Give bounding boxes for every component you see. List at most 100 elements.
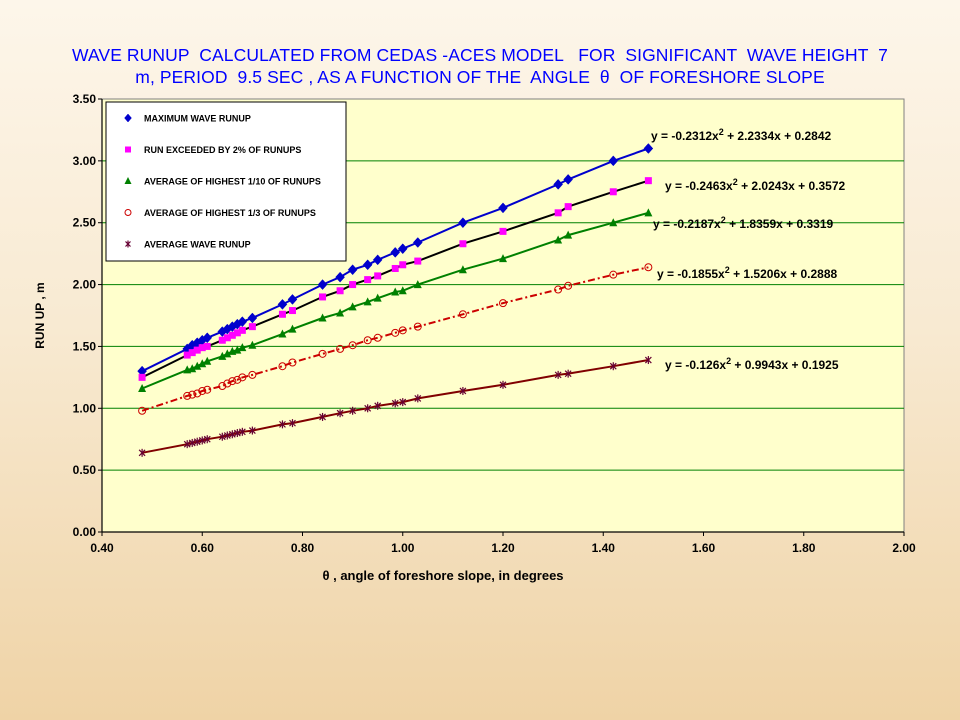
data-point [228,377,237,386]
data-point [390,247,401,258]
data-point [397,243,408,255]
data-point [248,370,257,379]
data-point [318,349,327,358]
data-point [288,358,297,367]
data-point [233,429,241,438]
chart-title: WAVE RUNUP CALCULATED FROM CEDAS -ACES M… [40,44,920,88]
equation-part: y = -0.1855x [657,267,725,281]
x-tick-label: 1.20 [491,541,515,555]
data-point [203,356,212,365]
data-point [499,380,507,389]
data-point [413,322,422,331]
data-point [644,356,652,365]
equation-superscript: 2 [719,127,724,137]
legend-marker [125,240,131,248]
data-point [554,235,563,244]
data-point [347,264,358,276]
data-point [336,344,345,353]
data-point [564,230,573,239]
data-point [237,316,248,328]
data-point [319,412,326,421]
x-tick-label: 0.60 [191,541,215,555]
data-point [364,276,372,284]
equation-part: + 2.2334x + 0.2842 [724,129,832,143]
data-point [363,336,372,345]
legend-label: AVERAGE OF HIGHEST 1/10 OF RUNUPS [144,177,321,187]
equation-part: y = -0.2187x [653,217,721,231]
data-point [203,385,212,394]
data-point [193,361,202,370]
legend-label: AVERAGE OF HIGHEST 1/3 OF RUNUPS [144,208,316,218]
data-point [238,326,246,334]
data-point [609,362,617,371]
equation-superscript: 2 [733,177,738,187]
data-point [318,313,327,322]
data-point [188,390,197,399]
data-point [373,333,382,342]
y-tick-label: 0.50 [73,463,97,477]
data-point [288,324,297,333]
data-point [218,351,227,360]
data-point [644,263,653,272]
data-point [498,202,508,214]
data-point [391,287,400,296]
trendline-equation: y = -0.126x2 + 0.9943x + 0.1925 [665,356,839,372]
data-point [287,294,298,305]
data-point [459,240,467,248]
data-point [233,329,241,337]
data-point [499,254,507,263]
data-point [203,342,211,350]
data-point [278,362,287,371]
equation-part: y = -0.2463x [665,179,733,193]
data-point [248,426,256,435]
y-tick-label: 3.50 [73,92,97,106]
data-point [374,401,382,410]
x-tick-label: 1.40 [592,541,616,555]
data-point [218,382,227,391]
data-point [138,383,147,392]
equation-part: + 1.5206x + 0.2888 [730,267,838,281]
data-point [391,328,400,337]
data-point [362,259,373,271]
chart-title-line-1: WAVE RUNUP CALCULATED FROM CEDAS -ACES M… [71,45,889,65]
data-point [609,188,617,196]
data-point [198,436,206,445]
data-point [363,297,372,306]
data-point [398,326,407,335]
data-point [399,398,407,407]
data-point [203,435,211,444]
data-point [198,359,207,368]
data-point [218,336,226,344]
equation-superscript: 2 [726,356,731,366]
data-point [499,299,507,308]
data-point [228,331,236,339]
x-tick-label: 0.40 [90,541,114,555]
data-point [554,285,563,294]
equation-part: y = -0.2312x [651,129,719,143]
data-point [553,178,563,190]
y-tick-label: 2.50 [73,216,97,230]
data-point [188,438,196,447]
data-point [372,254,383,266]
data-point [138,406,147,415]
data-point [202,332,213,344]
legend-label: AVERAGE WAVE RUNUP [144,240,251,250]
data-point [644,177,652,185]
data-point [609,218,618,227]
data-markers [137,143,654,457]
data-point [233,345,242,354]
y-tick-label: 2.00 [73,278,97,292]
equation-part: + 0.9943x + 0.1925 [731,358,839,372]
data-point [279,420,286,429]
data-point [458,310,467,319]
data-point [499,227,507,235]
data-point [223,431,231,440]
data-point [248,340,257,349]
y-axis-ticks: 0.00 0.50 1.00 1.50 2.00 2.50 3.00 3.50 [73,92,102,539]
data-point [564,203,572,211]
equation-superscript: 2 [721,215,726,225]
y-tick-label: 1.00 [73,401,97,415]
data-point [399,261,407,269]
